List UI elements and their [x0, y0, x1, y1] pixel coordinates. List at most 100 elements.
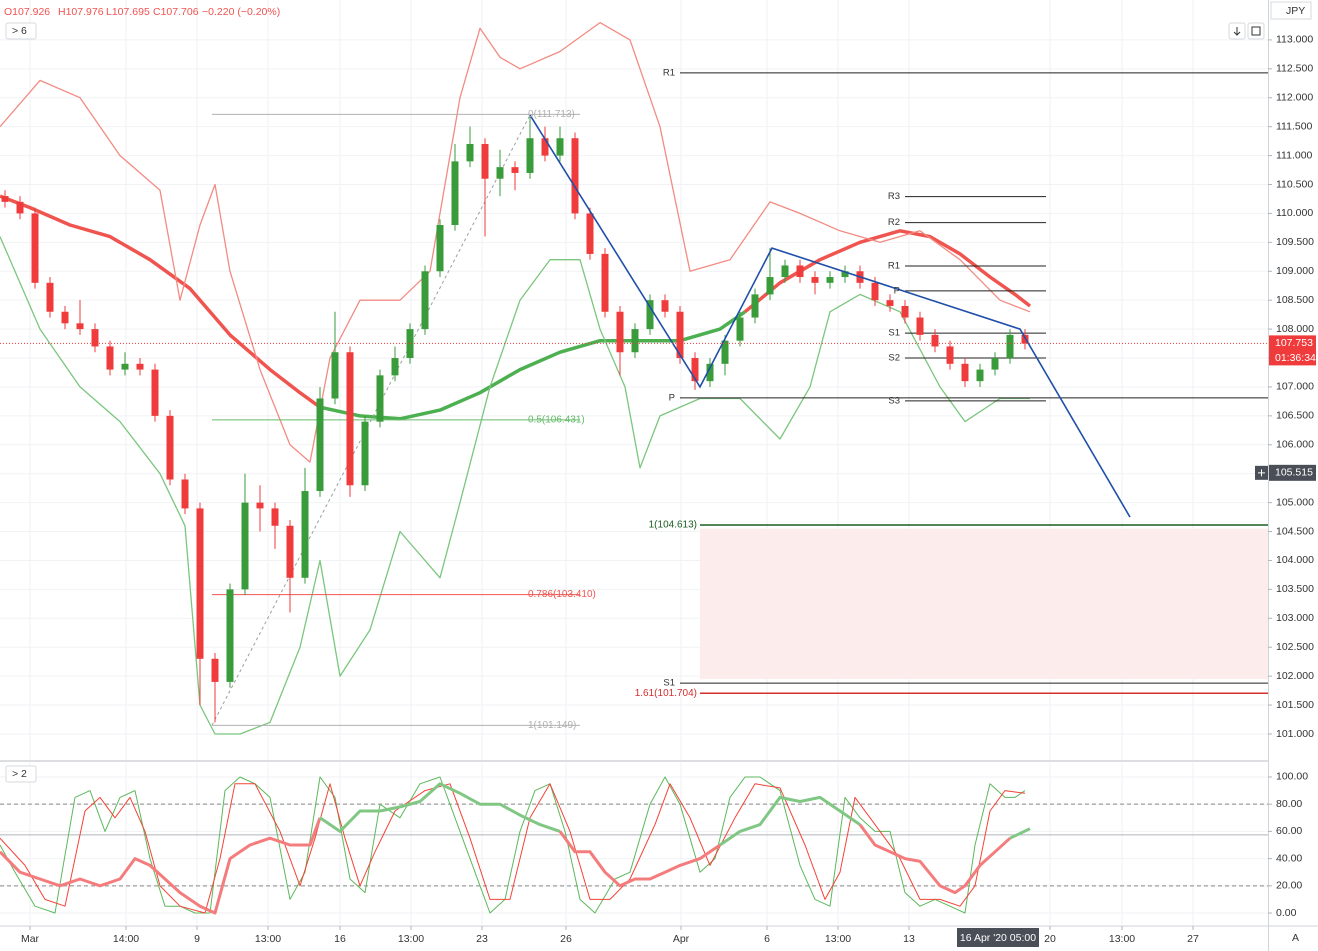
candle-body — [106, 346, 114, 370]
candle-body — [46, 282, 54, 312]
oscillator-line — [0, 776, 1026, 914]
candle-body — [511, 167, 519, 173]
candle-body — [751, 294, 759, 318]
x-tick-label: 9 — [194, 933, 200, 945]
candle-body — [271, 508, 279, 526]
auto-scale-button[interactable]: A — [1292, 932, 1299, 944]
candle-body — [16, 201, 24, 214]
indicator-line — [0, 194, 322, 409]
pivot-label: R1 — [888, 261, 900, 272]
x-tick-label: 13 — [903, 933, 915, 945]
pivot-label: S1 — [888, 328, 900, 339]
crosshair-time-badge — [957, 928, 1039, 947]
candle-body — [991, 358, 999, 370]
indicators-toggle[interactable] — [5, 22, 37, 40]
candle-body — [871, 282, 879, 301]
candle-body — [376, 375, 384, 422]
pivot-label: P — [669, 392, 675, 403]
candle-body — [646, 300, 654, 330]
candle-body — [541, 138, 549, 156]
candle-body — [331, 352, 339, 399]
candle-body — [91, 329, 99, 347]
fib-label: 1(101.149) — [528, 720, 576, 731]
y-tick-label: 110.000 — [1276, 207, 1313, 219]
low-label: L107.695 — [106, 6, 150, 18]
layer: 101.000 101.500 102.000 102.500 103.000 103.5… — [0, 34, 1316, 947]
y-tick-label: 103.000 — [1276, 612, 1314, 624]
candle-body — [466, 144, 474, 162]
candle-body — [496, 167, 504, 179]
pivot-label: S1 — [663, 678, 675, 689]
candle-body — [661, 300, 669, 312]
oscillator-line — [858, 823, 1012, 895]
y-tick-label: 80.00 — [1276, 798, 1302, 810]
x-tick-label: 13:00 — [255, 933, 281, 945]
last-price-badge — [1269, 335, 1316, 366]
candle-body — [916, 317, 924, 335]
candle-body — [691, 358, 699, 382]
indicator-line — [319, 310, 746, 421]
y-tick-label: 100.00 — [1276, 771, 1308, 783]
candle-body — [826, 277, 834, 283]
candle-body — [241, 502, 249, 590]
oscillator-line — [719, 795, 861, 847]
pivot-label: S3 — [888, 395, 900, 406]
oscillator-toggle[interactable] — [5, 765, 37, 783]
candle-body — [451, 161, 459, 225]
pivot-label: R2 — [888, 217, 900, 228]
x-tick-label: 13:00 — [825, 933, 851, 945]
pivot-label: P — [894, 285, 900, 296]
candle-body — [256, 502, 264, 509]
candle-body — [676, 311, 684, 359]
candle-body — [571, 138, 579, 214]
candle-body — [766, 277, 774, 295]
candle-body — [961, 363, 969, 382]
pivot-label: R1 — [663, 67, 675, 78]
x-tick-label: 26 — [560, 933, 572, 945]
candle-body — [976, 369, 984, 382]
candle-body — [301, 491, 309, 578]
y-tick-label: 106.500 — [1276, 410, 1314, 422]
y-tick-label: 106.000 — [1276, 439, 1314, 451]
y-tick-label: 101.000 — [1276, 728, 1314, 740]
currency-box[interactable] — [1270, 1, 1312, 20]
fib-label: 0.786(103.410) — [528, 589, 596, 600]
y-tick-label: 102.500 — [1276, 641, 1314, 653]
oscillator-line — [0, 817, 322, 915]
candle-body — [886, 300, 894, 306]
down-arrow-icon — [1233, 27, 1241, 36]
candle-body — [601, 253, 609, 312]
oscillator-toggle-label[interactable]: > 2 — [12, 768, 27, 780]
layer — [0, 0, 1268, 925]
y-tick-label: 112.000 — [1276, 92, 1313, 104]
candle-body — [346, 352, 354, 486]
candle-body — [706, 363, 714, 382]
candle-body — [196, 508, 204, 659]
currency-label[interactable]: JPY — [1286, 5, 1305, 17]
ohlc-legend: O107.926 H107.976 L107.695 C107.706 −0.2… — [4, 6, 280, 18]
candle-body — [61, 311, 69, 324]
candle-body — [76, 323, 84, 330]
candle-body — [931, 334, 939, 347]
x-tick-label: 20 — [1044, 933, 1056, 945]
candle-body — [391, 358, 399, 376]
candle-body — [361, 421, 369, 486]
candle-body — [316, 398, 324, 492]
fullscreen-button[interactable] — [1247, 22, 1265, 40]
y-tick-label: 40.00 — [1276, 852, 1302, 864]
x-tick-label: Mar — [21, 933, 40, 945]
candle-body — [1, 196, 9, 202]
candle-body — [136, 363, 144, 370]
indicators-toggle-label[interactable]: > 6 — [12, 25, 27, 37]
candle-body — [436, 224, 444, 272]
fullscreen-icon — [1251, 26, 1261, 36]
last-price-label: 107.753 — [1275, 337, 1313, 349]
y-tick-label: 60.00 — [1276, 825, 1302, 837]
pivot-label: S2 — [888, 353, 900, 364]
oscillator-line — [1009, 827, 1031, 840]
y-tick-label: 104.000 — [1276, 554, 1314, 566]
candle-body — [841, 271, 849, 278]
fib-label: 1(104.613) — [649, 520, 697, 531]
y-tick-label: 108.500 — [1276, 294, 1314, 306]
fib-label: 0.5(106.431) — [528, 414, 585, 425]
